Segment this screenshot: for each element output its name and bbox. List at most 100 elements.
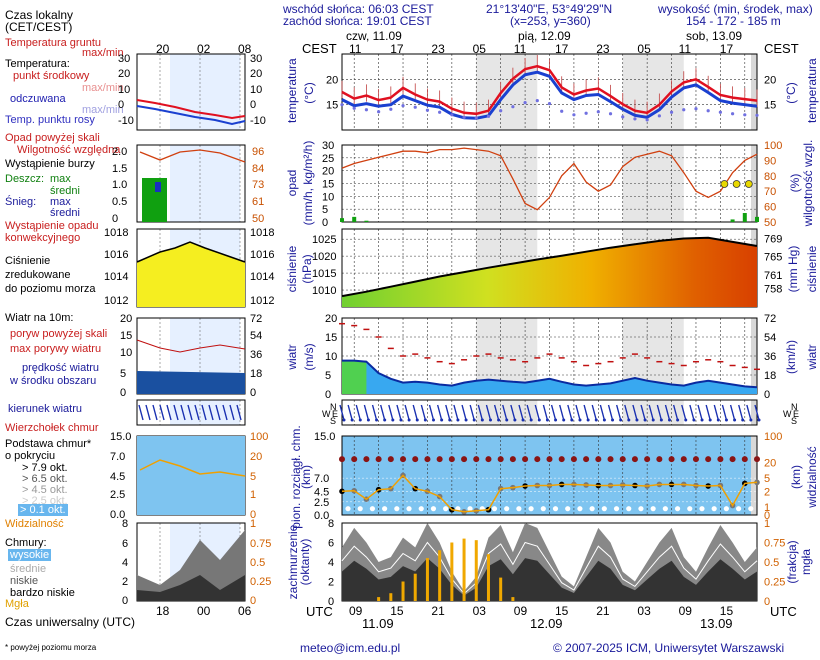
wind-arrow-head	[692, 418, 696, 422]
mini-fog-tick: 0	[250, 595, 256, 607]
wind-arrow	[559, 404, 565, 421]
mini-wind-arrow	[173, 404, 179, 421]
cloud-top-dot	[656, 456, 663, 463]
humidity-line	[341, 147, 758, 211]
mini-wind-tick: 20	[120, 313, 132, 325]
dew-point-dot	[743, 113, 747, 117]
mini-wind-arrow	[152, 404, 158, 421]
cloud-base-low-dot	[516, 506, 522, 512]
wind-arrow	[738, 404, 744, 421]
mini-temp-border	[136, 53, 246, 131]
wind-arrow-head	[570, 418, 574, 422]
cloud-top-dot	[717, 456, 724, 463]
cloud-base-low-dot	[394, 506, 400, 512]
cloud-height-tick: 0.0	[314, 510, 329, 522]
mini-wind-arrow	[187, 404, 193, 421]
wind-arrow	[689, 404, 695, 421]
cover-tick: 2	[328, 577, 334, 589]
panel-clouds-border	[341, 435, 758, 516]
cloud-top-dot	[583, 456, 590, 463]
wind-arrow	[347, 404, 353, 421]
cloud-top-dot	[668, 456, 675, 463]
cloud-base-low-dot	[418, 506, 424, 512]
day-label-top-2: pią, 12.09	[518, 29, 571, 43]
wind-arrow	[632, 404, 638, 421]
temp-tick-right: 20	[764, 74, 776, 86]
dew-point-dot	[730, 112, 735, 116]
cloud-top-dot	[412, 456, 419, 463]
label-convective2: konwekcyjnego	[5, 232, 81, 244]
mini-pressure-tick: 1014	[104, 271, 128, 283]
cloud-top-dot	[339, 456, 345, 463]
mini-wind-arrow	[208, 404, 214, 421]
cloud-base-low-dot	[662, 506, 668, 512]
wind-arrow	[453, 404, 459, 421]
hour-label-top: 05	[472, 42, 486, 56]
wind-arrow-head	[391, 418, 395, 422]
cloud-base-low-dot	[345, 506, 351, 512]
label-okt45: > 4.5 okt.	[22, 484, 68, 496]
label-wind-dir: kierunek wiatru	[8, 403, 82, 415]
wind-arrow-head	[407, 418, 411, 422]
cloud-top-dot	[607, 456, 614, 463]
dew-point-dot	[425, 108, 430, 112]
hour-label-top: 11	[349, 42, 362, 56]
dew-point-dot	[633, 117, 637, 121]
mini-cover-area	[137, 530, 245, 601]
mini-snow-bar	[155, 182, 161, 192]
header-sunrise: wschód słońca: 06:03 CEST	[283, 2, 434, 16]
precip-tick-left: 5	[322, 204, 328, 216]
wind-arrow-head	[741, 418, 745, 422]
cloud-base-low-dot	[601, 506, 607, 512]
hour-label-top: 05	[637, 42, 651, 56]
wind-arrow	[664, 404, 671, 421]
cloud-height-tick: 2.5	[314, 497, 329, 509]
wind-tick-right: 54	[764, 332, 776, 344]
header-sunset: zachód słońca: 19:01 CEST	[283, 14, 432, 28]
label-rain-mean: średni	[50, 185, 80, 197]
axis-fog: mgła	[799, 549, 813, 576]
dew-point-dot	[560, 109, 564, 113]
humidity-tick-right: 60	[764, 202, 776, 214]
mini-pressure-tick: 1012	[104, 295, 128, 307]
label-medium: średnie	[10, 563, 47, 575]
footer-email[interactable]: meteo@icm.edu.pl	[300, 641, 401, 655]
hour-label-bottom: 15	[555, 604, 569, 618]
cloud-top-dot	[534, 456, 541, 463]
dew-point-dot	[547, 102, 552, 106]
mini-wind-tick: 15	[120, 330, 132, 342]
cloud-base-low-dot	[699, 506, 705, 512]
label-max-gust: max porywy wiatru	[10, 343, 102, 355]
wind-arrow-head	[676, 418, 680, 422]
dew-point-dot	[499, 109, 503, 113]
label-dew-point: Temp. punktu rosy	[5, 114, 95, 126]
hour-label-bottom: 03	[637, 604, 651, 618]
wind-arrow-head	[432, 418, 436, 422]
hour-label-bottom: 15	[719, 604, 734, 618]
fog-bar	[474, 540, 478, 601]
mini-cloud-tick: 4.5	[110, 471, 125, 483]
label-okt65: > 6.5 okt.	[22, 473, 68, 485]
wind-arrow	[510, 404, 516, 421]
cloud-top-dot	[631, 456, 638, 463]
hour-label-top: 17	[555, 42, 569, 56]
cloud-height-tick: 15.0	[314, 431, 335, 443]
wind-arrow	[404, 404, 410, 421]
header-grid: (x=253, y=360)	[510, 14, 591, 28]
wind-arrow	[469, 404, 475, 421]
mini-cloud-tick: 0.0	[110, 509, 125, 521]
label-fog: Mgła	[5, 598, 29, 610]
hour-label-top: 17	[390, 42, 404, 56]
mini-humidity-tick: 50	[252, 213, 264, 225]
visibility-tick: 5	[764, 473, 770, 485]
mini-wind-arrow	[145, 404, 151, 421]
wind-arrow	[615, 404, 622, 421]
wind-tick-left: 10	[325, 351, 337, 363]
label-convective: Wystąpienie opadu	[5, 220, 99, 232]
label-okt79: > 7.9 okt.	[22, 462, 68, 474]
pressure-tick-right: 758	[764, 283, 782, 295]
wind-arrow-head	[383, 418, 387, 422]
dew-point-dot	[572, 113, 576, 117]
wind-arrow	[339, 404, 345, 421]
axis-pressure: ciśnienie	[285, 245, 299, 293]
